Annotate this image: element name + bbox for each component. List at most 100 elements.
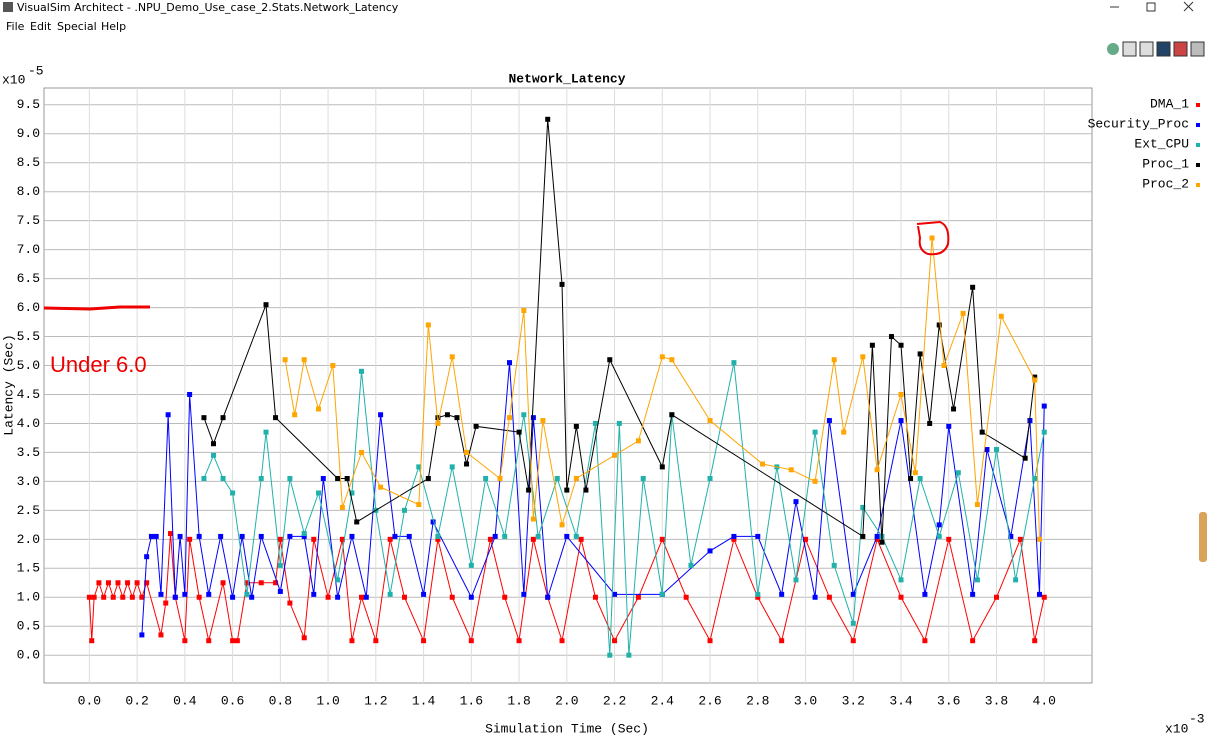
- menu-help[interactable]: Help: [101, 20, 126, 33]
- data-point: [325, 594, 331, 600]
- menu-file[interactable]: File: [6, 20, 25, 33]
- data-point: [793, 499, 799, 505]
- y-tick-label: 8.0: [17, 184, 40, 199]
- data-point: [378, 412, 384, 418]
- data-point: [101, 594, 107, 600]
- tool-button[interactable]: [1156, 41, 1171, 57]
- data-point: [144, 580, 150, 586]
- series-line: [203, 119, 1036, 543]
- toolbar: [1107, 41, 1205, 57]
- x-tick-label: 1.8: [507, 693, 530, 708]
- data-point: [210, 441, 216, 447]
- data-point: [234, 638, 240, 644]
- x-tick-label: 1.4: [412, 693, 436, 708]
- data-point: [573, 423, 579, 429]
- scrollbar[interactable]: [1199, 512, 1207, 562]
- data-point: [148, 533, 154, 539]
- data-point: [139, 594, 145, 600]
- data-point: [879, 539, 885, 545]
- data-point: [273, 580, 279, 586]
- data-point: [301, 635, 307, 641]
- tool-button[interactable]: [1139, 41, 1154, 57]
- data-point: [688, 562, 694, 568]
- x-tick-label: 0.2: [125, 693, 148, 708]
- data-point: [936, 533, 942, 539]
- tool-button[interactable]: [1122, 41, 1137, 57]
- chart-title: Network_Latency: [508, 71, 625, 86]
- data-point: [287, 475, 293, 481]
- y-tick-label: 5.5: [17, 329, 40, 344]
- data-point: [125, 580, 131, 586]
- data-point: [468, 562, 474, 568]
- y-axis-label: Latency (Sec): [1, 334, 16, 435]
- data-point: [301, 357, 307, 363]
- data-point: [669, 412, 675, 418]
- data-point: [282, 357, 288, 363]
- data-point: [573, 475, 579, 481]
- data-point: [277, 536, 283, 542]
- tool-button[interactable]: [1173, 41, 1188, 57]
- tool-button[interactable]: [1107, 43, 1119, 55]
- data-point: [158, 591, 164, 597]
- data-point: [144, 554, 150, 560]
- data-point: [898, 594, 904, 600]
- legend-label: Security_Proc: [1088, 116, 1189, 131]
- data-point: [487, 536, 493, 542]
- data-point: [263, 429, 269, 435]
- data-point: [683, 594, 689, 600]
- data-point: [516, 638, 522, 644]
- menu-special[interactable]: Special: [57, 20, 97, 33]
- data-point: [592, 420, 598, 426]
- menu-edit[interactable]: Edit: [30, 20, 52, 33]
- data-point: [1032, 377, 1038, 383]
- x-tick-label: 0.4: [173, 693, 197, 708]
- data-point: [516, 429, 522, 435]
- data-point: [220, 475, 226, 481]
- x-axis-label: Simulation Time (Sec): [485, 721, 649, 736]
- legend-swatch: [1196, 123, 1200, 127]
- data-point: [559, 638, 565, 644]
- data-point: [230, 638, 236, 644]
- data-point: [354, 519, 360, 525]
- data-point: [444, 412, 450, 418]
- close[interactable]: [1183, 1, 1194, 12]
- data-point: [850, 638, 856, 644]
- data-point: [530, 536, 536, 542]
- data-point: [640, 475, 646, 481]
- plot: 0.0 0.5 1.0 1.5 2.0 2.5 3.0 3.5 4.0 4.5 5.0 5.5 6.0 6…: [17, 88, 1200, 708]
- data-point: [659, 464, 665, 470]
- legend-swatch: [1196, 103, 1200, 107]
- data-point: [230, 594, 236, 600]
- data-point: [168, 531, 174, 537]
- data-point: [927, 420, 933, 426]
- data-point: [258, 533, 264, 539]
- data-point: [292, 412, 298, 418]
- data-point: [201, 415, 207, 421]
- data-point: [707, 638, 713, 644]
- data-point: [177, 533, 183, 539]
- y-tick-label: 2.0: [17, 532, 40, 547]
- data-point: [535, 533, 541, 539]
- data-point: [115, 580, 121, 586]
- data-point: [573, 533, 579, 539]
- data-point: [731, 536, 737, 542]
- window-controls[interactable]: [1110, 1, 1194, 12]
- data-point: [607, 357, 613, 363]
- y-tick-label: 9.5: [17, 97, 40, 112]
- data-point: [998, 313, 1004, 319]
- data-point: [359, 594, 365, 600]
- data-point: [187, 391, 193, 397]
- maximize[interactable]: [1146, 2, 1156, 12]
- data-point: [994, 594, 1000, 600]
- tool-button[interactable]: [1190, 41, 1205, 57]
- data-point: [659, 536, 665, 542]
- data-point: [335, 475, 341, 481]
- y-tick-label: 7.0: [17, 242, 40, 257]
- data-point: [908, 475, 914, 481]
- data-point: [392, 533, 398, 539]
- data-point: [196, 533, 202, 539]
- y-tick-label: 9.0: [17, 126, 40, 141]
- legend-label: DMA_1: [1150, 96, 1189, 111]
- series-line: [141, 362, 1045, 635]
